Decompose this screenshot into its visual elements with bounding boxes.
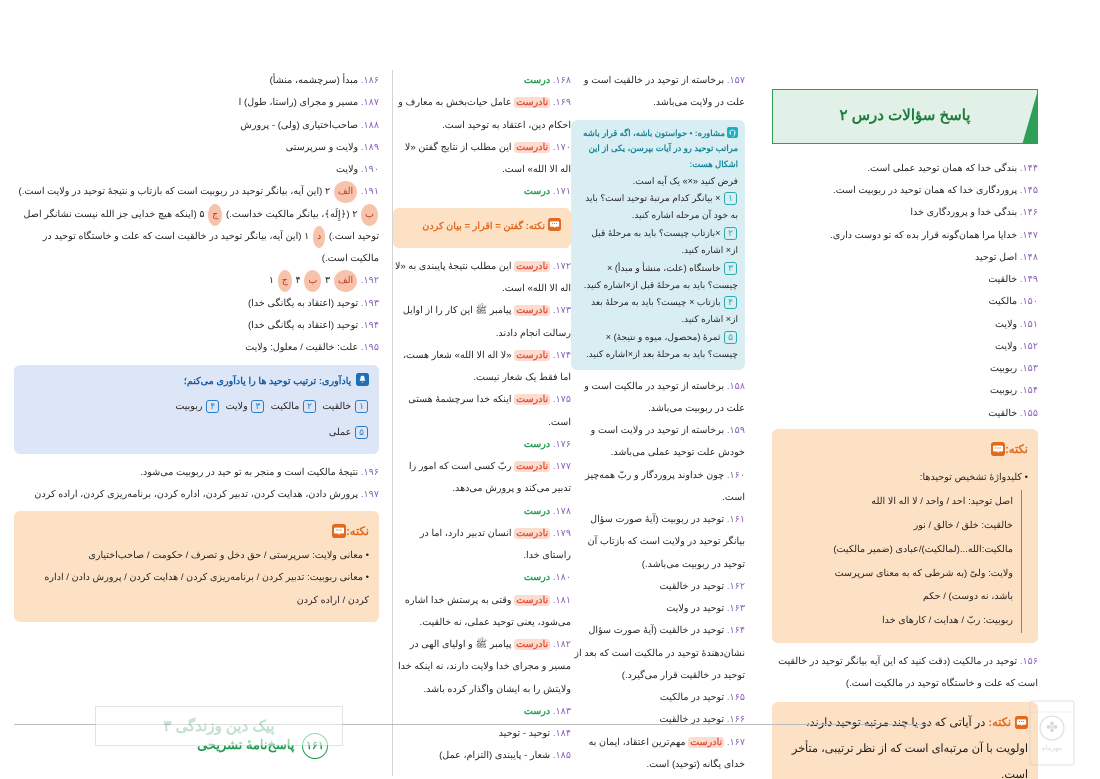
svg-text:✤: ✤ — [1046, 719, 1058, 735]
svg-text:مهرماه: مهرماه — [1042, 744, 1063, 752]
